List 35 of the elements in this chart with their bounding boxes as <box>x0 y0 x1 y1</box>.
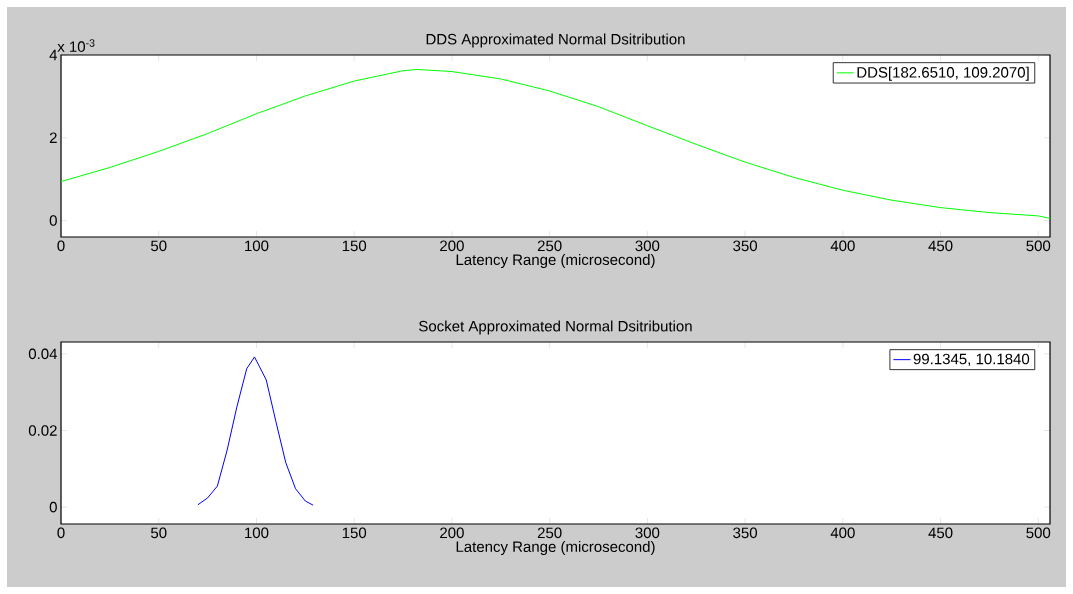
x-tick-label: 300 <box>635 240 660 252</box>
chart-title: Socket Approximated Normal Dsitribution <box>419 320 692 335</box>
legend-label: 99.1345, 10.1840 <box>913 353 1030 367</box>
line-series <box>60 68 1051 219</box>
x-tick-label: 150 <box>342 527 367 539</box>
x-tick-label: 450 <box>928 240 953 252</box>
x-tick-label: 400 <box>830 527 855 539</box>
y-tick-label: 0.04 <box>28 348 58 360</box>
y-tick-label: 4 <box>49 49 58 61</box>
line-series <box>197 356 314 506</box>
x-tick-label: 200 <box>440 527 464 539</box>
x-tick-label: 500 <box>1026 240 1051 252</box>
x-axis-title: Latency Range (microsecond) <box>456 254 655 268</box>
x-tick-label: 250 <box>537 240 562 252</box>
x-tick-label: 200 <box>440 240 464 252</box>
x-tick-label: 350 <box>733 527 758 539</box>
y-tick-label: 2 <box>49 132 57 143</box>
x-tick-label: 50 <box>150 240 167 252</box>
chart-title: DDS Approximated Normal Dsitribution <box>426 33 685 48</box>
x-axis-title: Latency Range (microsecond) <box>456 541 655 555</box>
y-tick-label: 0.02 <box>28 425 57 436</box>
x-tick-label: 150 <box>342 240 367 252</box>
x-tick-label: 250 <box>537 527 562 539</box>
x-tick-label: 100 <box>245 240 269 252</box>
legend-label: DDS[182.6510, 109.2070] <box>857 66 1029 81</box>
x-tick-label: 500 <box>1026 527 1051 539</box>
x-tick-label: 100 <box>245 527 269 539</box>
text: x 10$^{-3}$ <box>57 39 95 52</box>
y-tick-label: 0 <box>49 501 57 513</box>
x-tick-label: 400 <box>830 240 855 252</box>
y-tick-label: 0 <box>49 215 57 226</box>
x-tick-label: 350 <box>733 240 758 252</box>
x-tick-label: 50 <box>150 527 167 539</box>
x-tick-label: 300 <box>635 527 660 539</box>
x-tick-label: 450 <box>928 527 953 539</box>
